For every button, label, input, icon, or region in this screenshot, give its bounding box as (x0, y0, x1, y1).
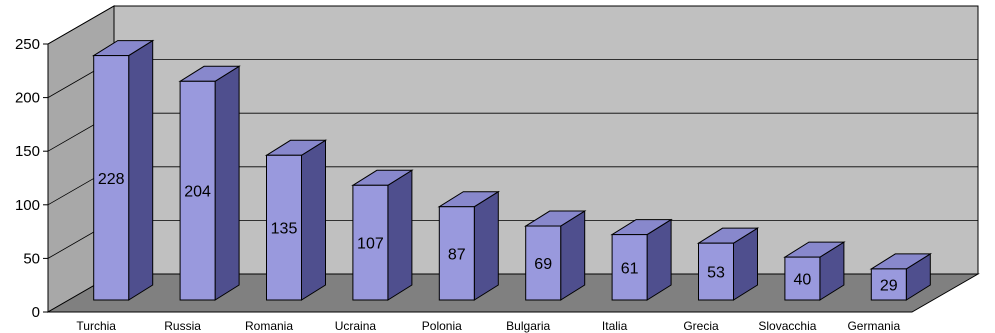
bar-side (128, 39, 154, 301)
y-tick-label: 200 (15, 90, 40, 107)
y-tick-label: 50 (23, 250, 40, 267)
data-label: 135 (271, 221, 298, 238)
bar-side (214, 65, 240, 301)
bar-front (784, 256, 821, 301)
bar-front (266, 154, 302, 301)
category-label: Italia (602, 319, 628, 333)
bar: 107 (351, 169, 414, 301)
category-label: Bulgaria (506, 319, 550, 333)
bar-front (611, 234, 648, 301)
bar: 53 (696, 227, 760, 301)
data-label: 53 (707, 265, 725, 282)
bar: 228 (91, 39, 155, 301)
bar: 135 (264, 139, 328, 301)
data-label: 61 (621, 260, 639, 277)
bar: 61 (610, 218, 673, 301)
bar-side (387, 169, 413, 301)
bar: 29 (869, 253, 933, 301)
category-label: Polonia (422, 319, 462, 333)
category-label: Grecia (683, 319, 719, 333)
category-label: Ucraina (335, 319, 377, 333)
category-label: Romania (245, 319, 293, 333)
bar-side (560, 210, 586, 301)
bar-front (179, 80, 216, 301)
data-label: 69 (534, 256, 552, 273)
y-tick-label: 250 (15, 36, 40, 53)
bar-side (301, 139, 326, 301)
y-tick-label: 100 (15, 197, 40, 214)
data-label: 40 (794, 272, 812, 289)
bar: 69 (523, 210, 587, 301)
bar-front (698, 242, 734, 301)
data-label: 228 (98, 171, 125, 188)
data-label: 107 (357, 236, 384, 253)
y-axis: 0 50 100 150 200 250 (15, 36, 912, 321)
category-label: Germania (847, 319, 900, 333)
bar-front (438, 206, 475, 301)
bar-front (93, 55, 130, 301)
data-label: 204 (184, 184, 211, 201)
category-label: Russia (164, 319, 201, 333)
bar-front (525, 225, 562, 301)
category-label: Turchia (76, 319, 116, 333)
bar-side (473, 190, 499, 301)
y-tick-label: 150 (15, 143, 40, 160)
category-label: Slovacchia (758, 319, 816, 333)
category-labels: Turchia Russia Romania Ucraina Polonia Bulgar… (76, 319, 900, 333)
data-label: 29 (880, 277, 898, 294)
bar: 40 (783, 241, 846, 301)
bar-front (870, 268, 907, 301)
bar-front (352, 184, 389, 301)
bars: 228 204 135 107 87 69 61 53 40 29 (91, 39, 933, 301)
bar: 204 (178, 65, 241, 301)
data-label: 87 (448, 246, 466, 263)
bar: 87 (437, 190, 501, 301)
y-tick-label: 0 (32, 304, 40, 321)
gridline-side (47, 5, 115, 45)
